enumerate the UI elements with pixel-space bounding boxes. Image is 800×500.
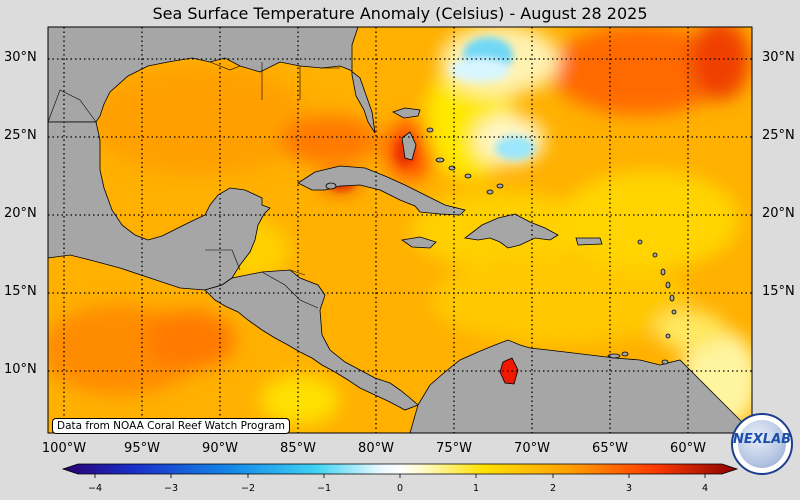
- lon-label: 70°W: [514, 441, 550, 456]
- lat-label-left: 25°N: [4, 128, 37, 143]
- borders: [48, 61, 340, 309]
- lon-label: 75°W: [436, 441, 472, 456]
- nexlab-logo: NEXLAB: [731, 413, 793, 475]
- colorbar-tick: −1: [316, 483, 331, 494]
- globe-icon: [738, 420, 786, 468]
- lon-label: 60°W: [670, 441, 706, 456]
- landmasses: [48, 27, 752, 433]
- lon-label: 100°W: [41, 441, 87, 456]
- logo-text: NEXLAB: [733, 432, 792, 447]
- colorbar-tick: −2: [240, 483, 255, 494]
- colorbar-tick: 2: [549, 483, 557, 494]
- colorbar-tick: −3: [163, 483, 178, 494]
- colorbar-tick: −4: [87, 483, 102, 494]
- lon-label: 80°W: [358, 441, 394, 456]
- colorbar: [61, 463, 739, 478]
- map-area: [48, 27, 752, 433]
- lon-label: 90°W: [202, 441, 238, 456]
- lat-label-left: 20°N: [4, 206, 37, 221]
- lat-label-left: 15°N: [4, 284, 37, 299]
- lon-label: 65°W: [592, 441, 628, 456]
- lat-label-right: 20°N: [762, 206, 795, 221]
- colorbar-tick: 0: [396, 483, 404, 494]
- lat-label-right: 15°N: [762, 284, 795, 299]
- anomaly-field: [48, 27, 752, 430]
- colorbar-tick: 3: [625, 483, 633, 494]
- lon-label: 85°W: [280, 441, 316, 456]
- lat-label-right: 25°N: [762, 128, 795, 143]
- map-title: Sea Surface Temperature Anomaly (Celsius…: [152, 4, 648, 23]
- lat-label-left: 10°N: [4, 362, 37, 377]
- colorbar-tick: 4: [701, 483, 709, 494]
- lat-label-right: 30°N: [762, 50, 795, 65]
- map-frame: [47, 26, 753, 434]
- lon-label: 95°W: [124, 441, 160, 456]
- colorbar-tick: 1: [472, 483, 480, 494]
- data-credit-label: Data from NOAA Coral Reef Watch Program: [52, 418, 290, 434]
- graticule: [48, 27, 752, 433]
- lat-label-left: 30°N: [4, 50, 37, 65]
- cool-anomaly-patches: [450, 37, 535, 160]
